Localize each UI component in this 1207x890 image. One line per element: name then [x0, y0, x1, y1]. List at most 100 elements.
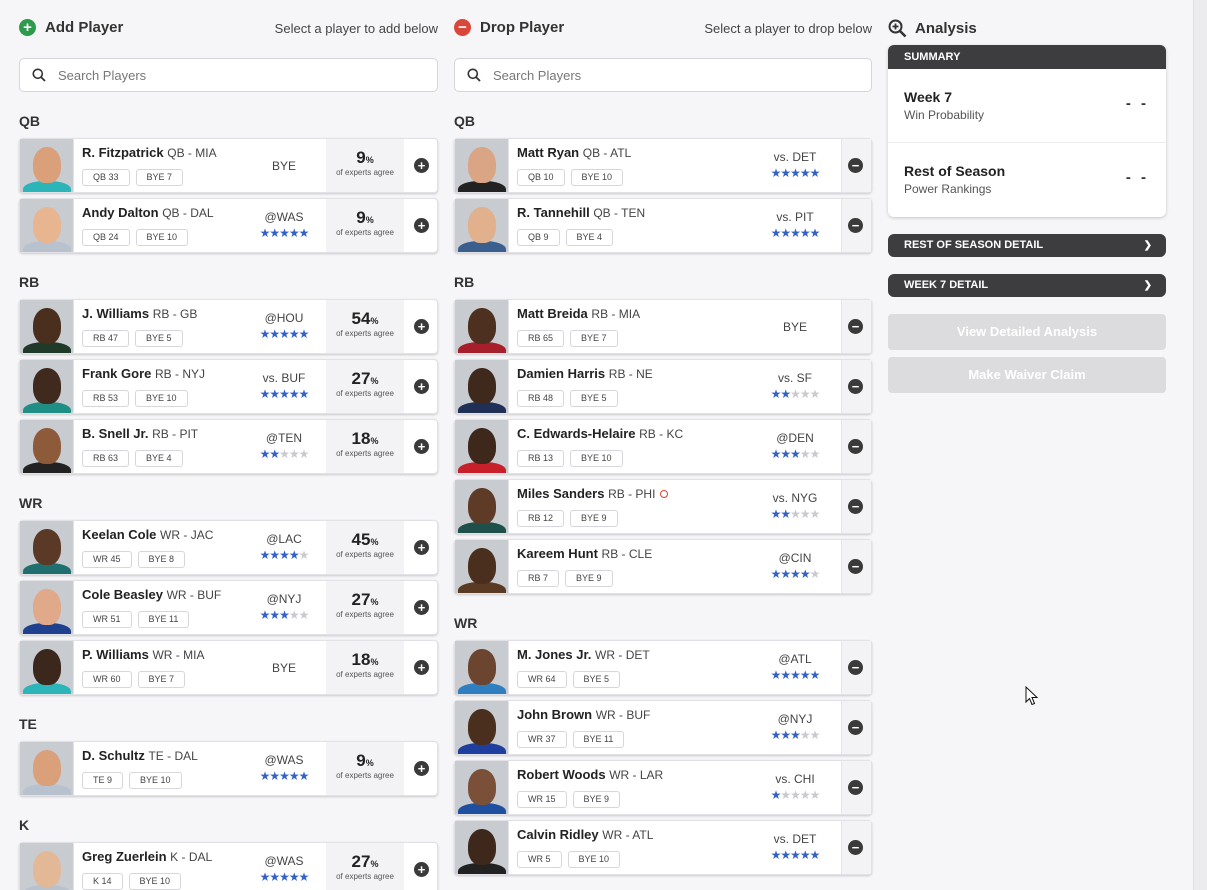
player-name: Cole Beasley [82, 587, 163, 602]
player-tags: RB 7 BYE 9 [517, 570, 619, 587]
week-detail-toggle[interactable]: WEEK 7 DETAIL ❯ [888, 274, 1166, 297]
player-bye-tag: BYE 11 [572, 731, 625, 748]
player-card[interactable]: Frank Gore RB - NYJ RB 53 BYE 10 vs. BUF ★★★… [19, 359, 438, 414]
star-empty-icon: ★ [288, 608, 300, 622]
expert-consensus: 9% of experts agree [326, 139, 404, 192]
player-name-line: Andy Dalton QB - DAL [82, 205, 214, 220]
plus-circle-icon[interactable]: + [414, 158, 429, 173]
minus-circle-icon[interactable]: − [848, 559, 863, 574]
plus-circle-icon[interactable]: + [414, 379, 429, 394]
summary-row-week: Week 7 Win Probability - - [888, 69, 1166, 143]
player-card[interactable]: Damien Harris RB - NE RB 48 BYE 5 vs. SF ★★★… [454, 359, 872, 414]
plus-circle-icon[interactable]: + [414, 660, 429, 675]
player-rank-tag: QB 9 [517, 229, 560, 246]
page-scrollbar[interactable] [1193, 0, 1207, 890]
player-card[interactable]: Calvin Ridley WR - ATL WR 5 BYE 10 vs. DET ★… [454, 820, 872, 875]
minus-circle-icon[interactable]: − [848, 158, 863, 173]
player-card[interactable]: Andy Dalton QB - DAL QB 24 BYE 10 @WAS ★★★★★… [19, 198, 438, 253]
player-photo-head [468, 649, 496, 685]
player-photo-head [33, 308, 61, 344]
player-photo [455, 701, 509, 754]
minus-circle-icon[interactable]: − [848, 499, 863, 514]
star-filled-icon: ★ [770, 848, 782, 862]
star-filled-icon: ★ [288, 327, 300, 341]
player-bye-tag: BYE 4 [565, 229, 614, 246]
add-player-header: + Add Player Select a player to add belo… [19, 0, 438, 58]
player-card[interactable]: J. Williams RB - GB RB 47 BYE 5 @HOU ★★★★★ 54… [19, 299, 438, 354]
plus-circle-icon[interactable]: + [414, 540, 429, 555]
player-card[interactable]: D. Schultz TE - DAL TE 9 BYE 10 @WAS ★★★★★ 9%… [19, 741, 438, 796]
player-photo-body [23, 181, 71, 192]
plus-circle-icon[interactable]: + [414, 761, 429, 776]
player-card[interactable]: B. Snell Jr. RB - PIT RB 63 BYE 4 @TEN ★★★★★… [19, 419, 438, 474]
player-photo-head [33, 207, 61, 243]
player-card[interactable]: Cole Beasley WR - BUF WR 51 BYE 11 @NYJ ★★★★… [19, 580, 438, 635]
minus-circle-icon[interactable]: − [848, 660, 863, 675]
player-card[interactable]: C. Edwards-Helaire RB - KC RB 13 BYE 10 @DE… [454, 419, 872, 474]
player-name-line: M. Jones Jr. WR - DET [517, 647, 650, 662]
minus-circle-icon[interactable]: − [848, 379, 863, 394]
plus-circle-icon[interactable]: + [414, 862, 429, 877]
player-rank-tag: WR 5 [517, 851, 562, 868]
player-card[interactable]: John Brown WR - BUF WR 37 BYE 11 @NYJ ★★★★★ − [454, 700, 872, 755]
view-detailed-analysis-button[interactable]: View Detailed Analysis [888, 314, 1166, 350]
player-photo [455, 199, 509, 252]
matchup-rating: ★★★★★ [755, 507, 835, 521]
add-search-box[interactable] [19, 58, 438, 92]
player-name: Keelan Cole [82, 527, 157, 542]
star-filled-icon: ★ [790, 166, 801, 180]
summary-panel: SUMMARY Week 7 Win Probability - - Rest … [888, 45, 1166, 217]
percent-sign: % [365, 758, 374, 768]
player-team-position: RB - NE [608, 367, 653, 381]
minus-circle-icon[interactable]: − [848, 840, 863, 855]
star-empty-icon: ★ [799, 447, 811, 461]
plus-circle-icon[interactable]: + [414, 439, 429, 454]
player-name-line: Greg Zuerlein K - DAL [82, 849, 212, 864]
player-card[interactable]: Robert Woods WR - LAR WR 15 BYE 9 vs. CHI ★★… [454, 760, 872, 815]
star-filled-icon: ★ [770, 166, 782, 180]
chevron-down-icon: ❯ [1143, 280, 1152, 291]
player-card[interactable]: Matt Ryan QB - ATL QB 10 BYE 10 vs. DET ★★★★… [454, 138, 872, 193]
plus-circle-icon[interactable]: + [414, 218, 429, 233]
player-card[interactable]: Matt Breida RB - MIA RB 65 BYE 7 BYE − [454, 299, 872, 354]
player-card[interactable]: Greg Zuerlein K - DAL K 14 BYE 10 @WAS ★★★★★… [19, 842, 438, 890]
player-card[interactable]: M. Jones Jr. WR - DET WR 64 BYE 5 @ATL ★★★★★… [454, 640, 872, 695]
expert-percent-value: 18 [351, 650, 371, 669]
make-waiver-claim-button[interactable]: Make Waiver Claim [888, 357, 1166, 393]
player-card[interactable]: Miles Sanders RB - PHI RB 12 BYE 9 vs. NYG ★… [454, 479, 872, 534]
drop-search-input[interactable] [493, 67, 853, 83]
expert-agree-label: of experts agree [336, 670, 394, 679]
player-card[interactable]: P. Williams WR - MIA WR 60 BYE 7 BYE 18% of e… [19, 640, 438, 695]
player-photo [455, 761, 509, 814]
star-filled-icon: ★ [269, 870, 280, 884]
player-rank-tag: RB 47 [82, 330, 130, 347]
minus-circle-icon[interactable]: − [848, 720, 863, 735]
star-filled-icon: ★ [259, 608, 271, 622]
minus-circle-icon[interactable]: − [848, 218, 863, 233]
player-card[interactable]: Kareem Hunt RB - CLE RB 7 BYE 9 @CIN ★★★★★ − [454, 539, 872, 594]
add-search-input[interactable] [58, 67, 418, 83]
player-name-line: Robert Woods WR - LAR [517, 767, 663, 782]
star-filled-icon: ★ [790, 567, 801, 581]
player-tags: RB 12 BYE 9 [517, 510, 624, 527]
rest-of-season-detail-label: REST OF SEASON DETAIL [904, 239, 1044, 251]
minus-circle-icon[interactable]: − [848, 780, 863, 795]
plus-circle-icon[interactable]: + [414, 319, 429, 334]
minus-circle-icon[interactable]: − [848, 319, 863, 334]
player-bye-tag: BYE 10 [135, 390, 188, 407]
player-tags: TE 9 BYE 10 [82, 772, 188, 789]
player-card[interactable]: R. Fitzpatrick QB - MIA QB 33 BYE 7 BYE 9% of… [19, 138, 438, 193]
rest-of-season-detail-toggle[interactable]: REST OF SEASON DETAIL ❯ [888, 234, 1166, 257]
drop-search-box[interactable] [454, 58, 872, 92]
star-filled-icon: ★ [298, 387, 310, 401]
matchup-rating: ★★★★★ [755, 788, 835, 802]
drop-circle-icon: − [454, 19, 471, 36]
player-card[interactable]: Keelan Cole WR - JAC WR 45 BYE 8 @LAC ★★★★★ 4… [19, 520, 438, 575]
expert-percent: 27% [326, 590, 404, 610]
plus-circle-icon[interactable]: + [414, 600, 429, 615]
player-card[interactable]: R. Tannehill QB - TEN QB 9 BYE 4 vs. PIT ★★★… [454, 198, 872, 253]
star-empty-icon: ★ [809, 447, 821, 461]
player-name: Damien Harris [517, 366, 606, 381]
minus-circle-icon[interactable]: − [848, 439, 863, 454]
matchup-opponent: vs. DET [773, 150, 817, 164]
